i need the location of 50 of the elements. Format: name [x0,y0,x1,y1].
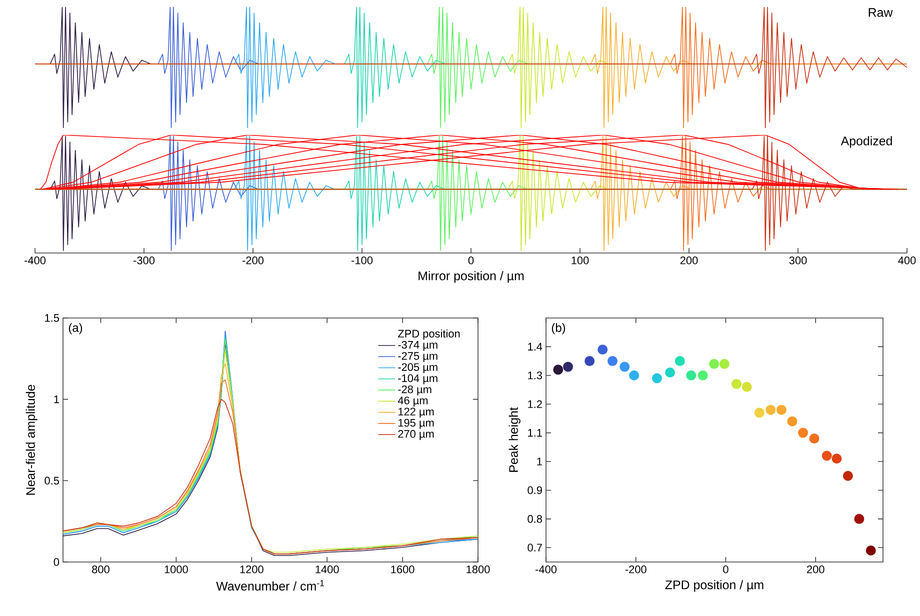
annotation: Raw [868,8,893,17]
legend-label: 122 µm [398,408,434,418]
legend-label: -275 µm [398,352,438,362]
y-tick-label: 0 [54,558,60,566]
x-axis-title: ZPD position / µm [665,580,764,592]
x-tick-label: 200 [807,566,824,574]
y-tick-label: 1.3 [528,372,542,380]
x-tick-label: 300 [789,256,807,264]
x-tick-label: -400 [24,256,46,264]
legend-label: -205 µm [398,363,438,374]
x-tick-label: 1200 [240,566,264,574]
y-tick-label: 1.2 [528,400,542,408]
x-tick-label: -300 [134,256,155,264]
y-tick-label: 0.5 [44,476,60,485]
y-axis-title: Near-field amplitude [26,384,38,495]
x-tick-label: -200 [625,566,646,574]
x-tick-label: 0 [468,256,474,264]
x-tick-label: -200 [242,256,264,264]
y-tick-label: 0.8 [528,515,542,523]
x-axis-title: Wavenumber / cm$^{-1}$ [216,580,324,591]
legend-label: -104 µm [398,374,438,384]
y-tick-label: 1 [54,396,59,404]
x-tick-label: 400 [898,256,916,264]
y-tick-label: 1.1 [528,429,542,437]
annotation: (b) [552,323,566,334]
x-tick-label: 800 [92,566,110,574]
annotation: Apodized [840,136,892,148]
legend-title: ZPD position [398,329,460,340]
x-tick-label: -400 [536,566,557,574]
x-tick-label: 200 [680,256,698,264]
annotation: (a) [68,323,82,334]
x-tick-label: -100 [352,256,373,264]
legend-label: -28 µm [398,385,432,396]
x-tick-label: 1400 [316,566,339,574]
y-tick-label: 1.5 [45,314,60,322]
x-tick-label: 1600 [391,566,414,574]
x-tick-label: 1800 [466,566,490,574]
x-axis-title: Mirror position / µm [418,271,524,283]
y-tick-label: 1.4 [528,342,542,350]
legend-label: 46 µm [398,396,428,407]
y-axis-title: Peak height [508,407,520,472]
legend-label: 195 µm [398,418,434,429]
y-tick-label: 0.9 [528,486,542,494]
legend-label: 270 µm [398,430,434,440]
x-tick-label: 100 [572,256,589,264]
y-tick-label: 0.7 [528,544,542,552]
y-tick-label: 1 [537,458,542,466]
legend-label: -374 µm [398,340,438,351]
x-tick-label: 1000 [164,566,188,574]
x-tick-label: 0 [723,566,728,574]
